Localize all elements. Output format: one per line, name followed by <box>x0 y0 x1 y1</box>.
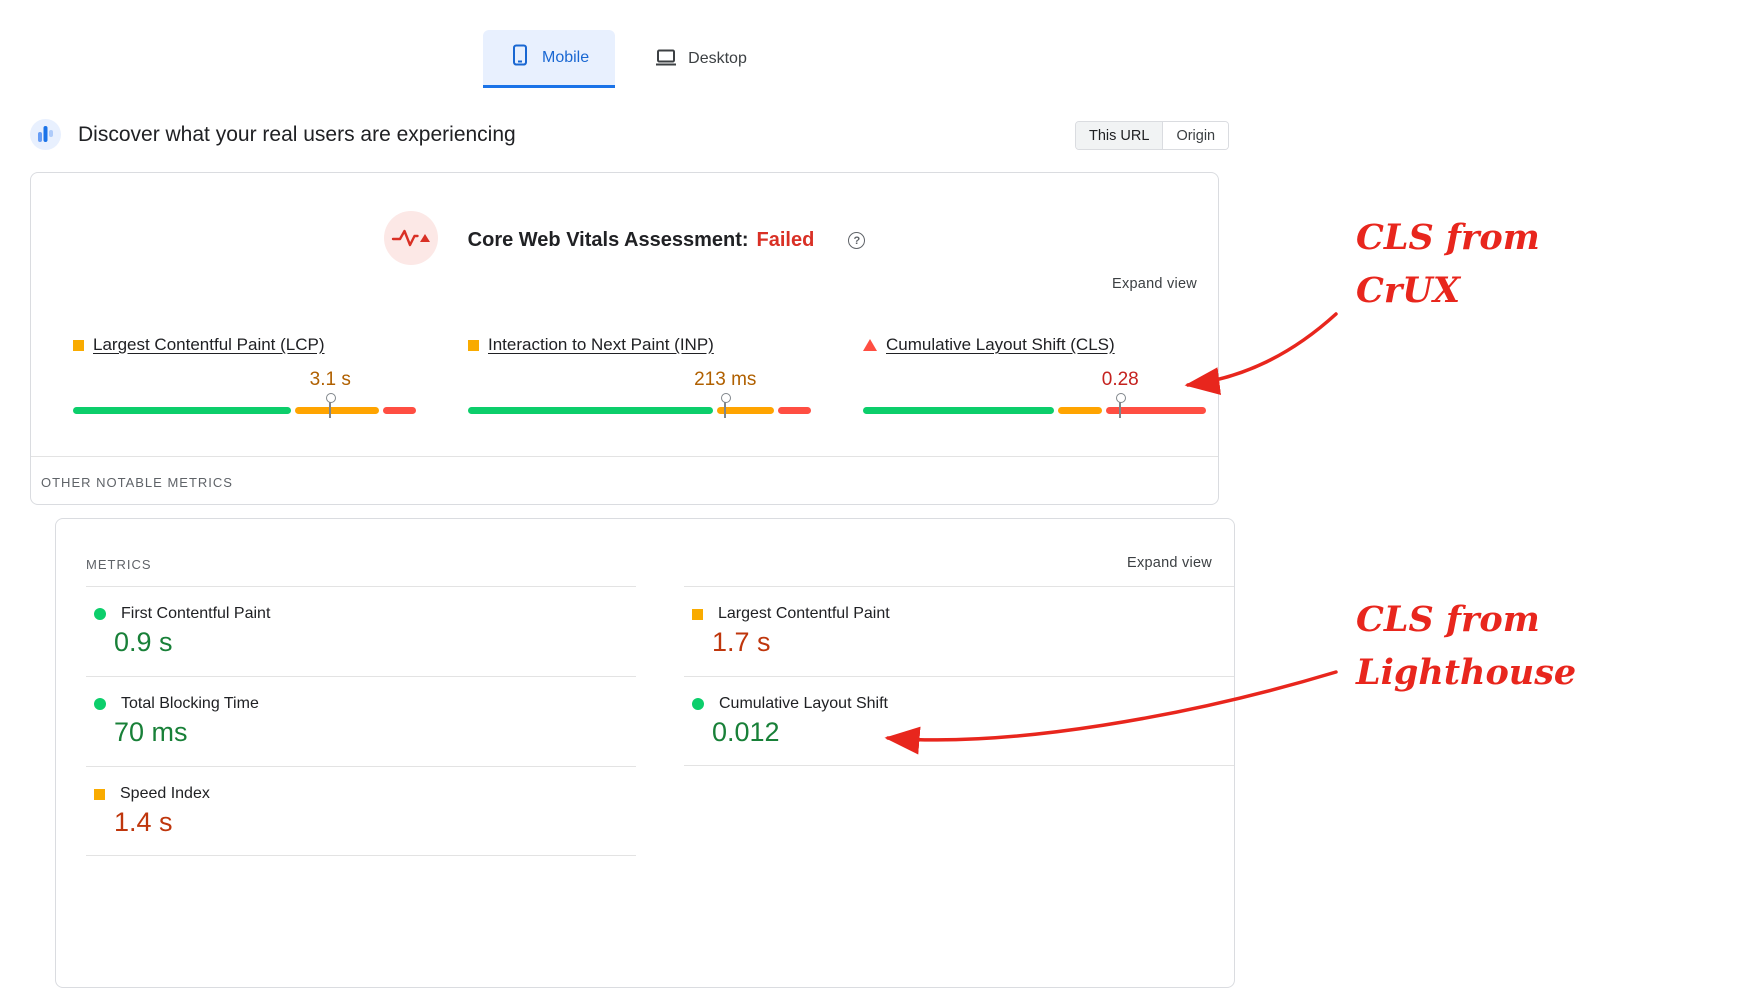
cwv-metric-inp: Interaction to Next Paint (INP) 213 ms <box>468 333 811 427</box>
mobile-phone-icon <box>509 44 531 71</box>
lcp-good-segment <box>73 407 291 414</box>
annotation-crux-line1: CLS from <box>1356 217 1540 258</box>
cls-p75-marker <box>1116 393 1127 418</box>
lcp-distribution-bar <box>73 407 416 414</box>
cwv-metrics-row: Largest Contentful Paint (LCP) 3.1 s Int… <box>73 333 1206 427</box>
scope-origin-button[interactable]: Origin <box>1163 122 1229 149</box>
tab-mobile-label: Mobile <box>542 48 590 66</box>
annotation-crux-line2: CrUX <box>1356 269 1460 311</box>
expand-view-link-lab[interactable]: Expand view <box>1127 555 1212 571</box>
tab-desktop-label: Desktop <box>688 50 747 67</box>
field-section-title: Discover what your real users are experi… <box>78 123 516 146</box>
lab-metric-lcp: Largest Contentful Paint 1.7 s <box>684 586 1234 676</box>
cls-distribution-bar <box>863 407 1206 414</box>
inp-metric-link[interactable]: Interaction to Next Paint (INP) <box>488 335 714 354</box>
fcp-metric-value: 0.9 s <box>114 627 173 657</box>
lcp-p75-value: 3.1 s <box>309 369 351 390</box>
cls-poor-triangle-icon <box>863 339 877 351</box>
tab-mobile[interactable]: Mobile <box>483 30 616 88</box>
inp-needs-improvement-segment <box>716 407 774 414</box>
lab-metrics-card: METRICS Expand view First Contentful Pai… <box>55 518 1235 988</box>
other-notable-metrics-label: OTHER NOTABLE METRICS <box>41 475 233 490</box>
annotation-cls-from-lighthouse: CLS from Lighthouse <box>1356 594 1576 699</box>
lcp-lab-needs-improvement-square-icon <box>692 608 703 620</box>
tbt-metric-value: 70 ms <box>114 717 188 747</box>
cwv-metric-lcp: Largest Contentful Paint (LCP) 3.1 s <box>73 333 416 427</box>
annotation-lighthouse-line1: CLS from <box>1356 599 1540 640</box>
fcp-good-dot-icon <box>94 608 106 620</box>
lcp-p75-marker <box>326 393 337 418</box>
inp-distribution-bar <box>468 407 811 414</box>
lcp-poor-segment <box>382 407 416 414</box>
lcp-needs-improvement-segment <box>294 407 379 414</box>
inp-needs-improvement-square-icon <box>468 339 479 351</box>
cls-needs-improvement-segment <box>1057 407 1102 414</box>
desktop-icon <box>655 46 677 73</box>
tbt-good-dot-icon <box>94 698 106 710</box>
lab-metric-tbt: Total Blocking Time 70 ms <box>86 676 636 766</box>
cls-lab-metric-name: Cumulative Layout Shift <box>719 695 888 712</box>
field-data-card: Core Web Vitals Assessment: Failed ? Exp… <box>30 172 1219 505</box>
cls-good-segment <box>863 407 1054 414</box>
cwv-metric-cls: Cumulative Layout Shift (CLS) 0.28 <box>863 333 1206 427</box>
tab-desktop[interactable]: Desktop <box>629 30 773 88</box>
core-web-vitals-header: Core Web Vitals Assessment: Failed ? <box>31 211 1218 270</box>
help-icon[interactable]: ? <box>848 232 866 249</box>
cls-lab-good-dot-icon <box>692 698 704 710</box>
lab-metric-fcp: First Contentful Paint 0.9 s <box>86 586 636 676</box>
lab-metrics-header: METRICS <box>86 557 152 572</box>
inp-poor-segment <box>777 407 811 414</box>
cls-metric-link[interactable]: Cumulative Layout Shift (CLS) <box>886 335 1115 354</box>
assessment-status: Failed <box>756 229 815 251</box>
annotation-lighthouse-line2: Lighthouse <box>1356 651 1577 693</box>
lab-metrics-left-column: First Contentful Paint 0.9 s Total Block… <box>86 586 636 856</box>
cls-p75-value: 0.28 <box>1101 369 1139 390</box>
assessment-label: Core Web Vitals Assessment: <box>467 229 749 251</box>
lab-metric-speed-index: Speed Index 1.4 s <box>86 766 636 856</box>
lcp-lab-metric-value: 1.7 s <box>712 627 771 657</box>
lab-metrics-right-column: Largest Contentful Paint 1.7 s Cumulativ… <box>684 586 1234 766</box>
lcp-needs-improvement-square-icon <box>73 339 84 351</box>
annotation-cls-from-crux: CLS from CrUX <box>1356 212 1540 317</box>
field-card-divider <box>31 456 1218 457</box>
speed-index-metric-name: Speed Index <box>120 785 210 802</box>
fcp-metric-name: First Contentful Paint <box>121 605 271 622</box>
device-tabs: Mobile Desktop <box>483 30 773 88</box>
scope-this-url-button[interactable]: This URL <box>1076 122 1164 149</box>
core-web-vitals-pulse-icon <box>383 211 438 270</box>
field-data-icon <box>30 119 61 155</box>
lcp-metric-link[interactable]: Largest Contentful Paint (LCP) <box>93 335 325 354</box>
lab-metric-cls: Cumulative Layout Shift 0.012 <box>684 676 1234 766</box>
cls-lab-metric-value: 0.012 <box>712 717 780 747</box>
scope-toggle: This URL Origin <box>1075 121 1230 150</box>
tbt-metric-name: Total Blocking Time <box>121 695 259 712</box>
speed-index-needs-improvement-square-icon <box>94 788 105 800</box>
speed-index-metric-value: 1.4 s <box>114 807 173 837</box>
expand-view-link-field[interactable]: Expand view <box>1112 276 1197 292</box>
inp-p75-value: 213 ms <box>694 369 757 390</box>
assessment-title: Core Web Vitals Assessment: Failed <box>468 229 815 252</box>
lcp-lab-metric-name: Largest Contentful Paint <box>718 605 890 622</box>
cls-poor-segment <box>1105 407 1206 414</box>
inp-p75-marker <box>721 393 732 418</box>
inp-good-segment <box>468 407 713 414</box>
